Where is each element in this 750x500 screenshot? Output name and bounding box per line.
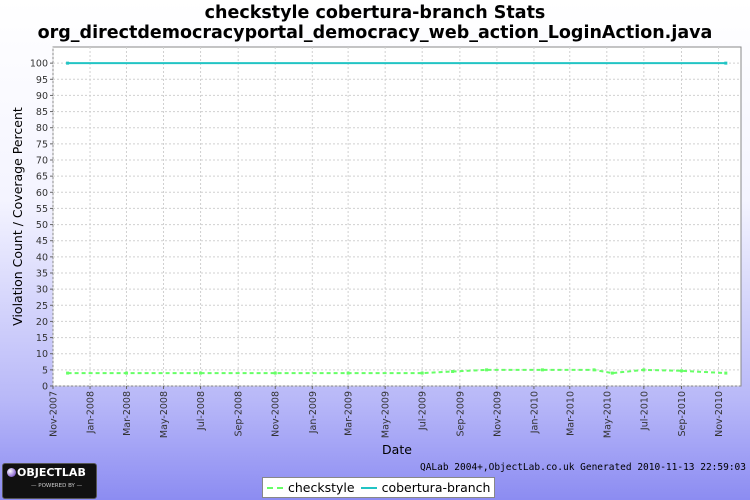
x-tick-label: Sep-2010 (677, 391, 688, 437)
legend-item-cobertura-branch: cobertura-branch (360, 480, 491, 495)
chart-title: checkstyle cobertura-branch Stats (204, 3, 546, 23)
y-tick-label: 55 (36, 204, 48, 215)
y-tick-label: 25 (36, 301, 48, 312)
x-axis-label: Date (382, 442, 412, 457)
x-tick-label: Jan-2008 (86, 391, 97, 434)
y-tick-label: 0 (42, 382, 48, 393)
plot-area (52, 46, 742, 387)
data-point (485, 368, 489, 372)
generated-footer: QALab 2004+,ObjectLab.co.uk Generated 20… (419, 462, 746, 473)
data-point (199, 371, 203, 375)
y-tick-label: 65 (36, 172, 48, 183)
data-point (66, 61, 70, 65)
x-tick-label: Jul-2010 (639, 391, 650, 431)
x-tick-label: Jul-2009 (418, 391, 429, 431)
y-tick-label: 10 (36, 349, 48, 360)
y-tick-label: 45 (36, 236, 48, 247)
x-tick-label: Nov-2010 (714, 391, 725, 437)
y-tick-label: 75 (36, 139, 48, 150)
y-tick-label: 80 (36, 123, 48, 134)
y-tick-label: 20 (36, 317, 48, 328)
chart-subtitle: org_directdemocracyportal_democracy_web_… (37, 23, 713, 43)
x-tick-label: May-2009 (381, 391, 392, 438)
y-tick-label: 15 (36, 333, 48, 344)
legend: checkstyle cobertura-branch (262, 477, 496, 498)
logo-subtext: — POWERED BY — (31, 483, 83, 489)
data-point (610, 371, 614, 375)
legend-label: cobertura-branch (381, 480, 491, 495)
x-tick-label: Nov-2007 (49, 391, 60, 437)
data-point (66, 371, 70, 375)
x-tick-label: Nov-2008 (271, 391, 282, 437)
legend-label: checkstyle (288, 480, 355, 495)
data-point (124, 371, 128, 375)
data-point (592, 368, 596, 372)
y-tick-label: 95 (36, 75, 48, 86)
x-tick-label: Nov-2009 (492, 391, 503, 437)
data-point (724, 61, 728, 65)
y-axis-label: Violation Count / Coverage Percent (10, 107, 25, 326)
data-point (420, 371, 424, 375)
x-tick-label: May-2008 (159, 391, 170, 438)
logo-text: OBJECTLAB (17, 466, 86, 479)
y-tick-label: 100 (30, 59, 48, 70)
y-tick-label: 35 (36, 269, 48, 280)
data-point (346, 371, 350, 375)
legend-swatch (267, 486, 283, 489)
legend-swatch (360, 486, 377, 489)
y-axis: 0 5 10 15 20 25 30 35 40 45 50 55 60 65 70 75 80 85 90 95 10… (30, 59, 53, 393)
legend-item-checkstyle: checkstyle (267, 480, 355, 495)
logo-globe-icon (7, 468, 16, 477)
y-tick-label: 50 (36, 220, 48, 231)
y-tick-label: 90 (36, 91, 48, 102)
y-tick-label: 5 (42, 365, 48, 376)
y-tick-label: 30 (36, 285, 48, 296)
x-tick-label: Jan-2010 (529, 391, 540, 434)
data-point (451, 369, 455, 373)
x-tick-label: Mar-2008 (122, 391, 133, 436)
x-tick-label: Jul-2008 (196, 391, 207, 431)
x-tick-label: Mar-2010 (565, 391, 576, 436)
series-group (66, 61, 728, 375)
series-line-checkstyle (67, 368, 726, 375)
data-point (273, 371, 277, 375)
objectlab-logo: OBJECTLAB — POWERED BY — (2, 463, 97, 499)
x-axis: Nov-2007 Jan-2008 Mar-2008 May-2008 Jul-2008… (49, 386, 725, 438)
x-tick-label: Sep-2009 (455, 391, 466, 437)
y-tick-label: 70 (36, 156, 48, 167)
data-point (540, 368, 544, 372)
data-point (679, 369, 683, 373)
x-tick-label: Jan-2009 (308, 391, 319, 434)
y-tick-label: 85 (36, 107, 48, 118)
y-tick-label: 40 (36, 252, 48, 263)
x-tick-label: May-2010 (602, 391, 613, 438)
data-point (724, 371, 728, 375)
data-point (642, 368, 646, 372)
y-tick-label: 60 (36, 188, 48, 199)
x-tick-label: Sep-2008 (234, 391, 245, 437)
x-tick-label: Mar-2009 (344, 391, 355, 436)
